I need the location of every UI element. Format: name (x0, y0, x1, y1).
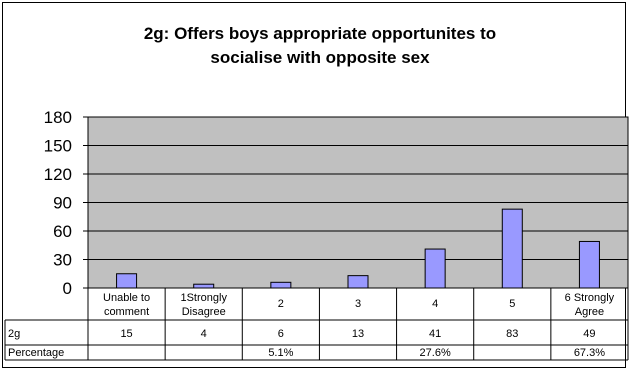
y-tick-label: 120 (44, 165, 72, 184)
table-cell: 4 (201, 328, 207, 340)
table-row-label: Percentage (8, 347, 64, 359)
table-cell: 15 (120, 328, 132, 340)
x-category-label: 3 (355, 298, 361, 310)
bar (424, 248, 446, 289)
chart-title: 2g: Offers boys appropriate opportunites… (40, 22, 600, 70)
y-tick-label: 150 (44, 137, 72, 156)
bar (347, 275, 369, 289)
y-tick-label: 180 (44, 108, 72, 127)
bar (270, 281, 292, 289)
x-category-label: Disagree (182, 306, 226, 318)
x-category-label: 2 (278, 298, 284, 310)
x-category-label: 6 Strongly (565, 292, 615, 304)
x-category-label: 1Strongly (180, 292, 227, 304)
bar (193, 283, 215, 289)
bar (501, 208, 523, 289)
x-category-label: Agree (575, 306, 604, 318)
table-cell: 5.1% (268, 347, 293, 359)
table-row-label: 2g (8, 328, 20, 340)
table-cell: 49 (583, 328, 595, 340)
table-cell: 83 (506, 328, 518, 340)
x-category-label: 4 (432, 298, 438, 310)
x-category-label: 5 (509, 298, 515, 310)
table-cell: 27.6% (420, 347, 451, 359)
table-cell: 41 (429, 328, 441, 340)
y-tick-label: 60 (53, 222, 72, 241)
chart-title-line1: 2g: Offers boys appropriate opportunites… (143, 24, 497, 43)
chart-title-line2: socialise with opposite sex (210, 48, 430, 67)
bar (578, 240, 600, 289)
y-tick-label: 0 (63, 279, 72, 298)
y-tick-label: 90 (53, 194, 72, 213)
x-category-label: Unable to (103, 292, 150, 304)
x-category-label: comment (104, 306, 149, 318)
y-tick-label: 30 (53, 251, 72, 270)
table-cell: 13 (352, 328, 364, 340)
table-cell: 67.3% (574, 347, 605, 359)
table-cell: 6 (278, 328, 284, 340)
bar (116, 273, 138, 289)
